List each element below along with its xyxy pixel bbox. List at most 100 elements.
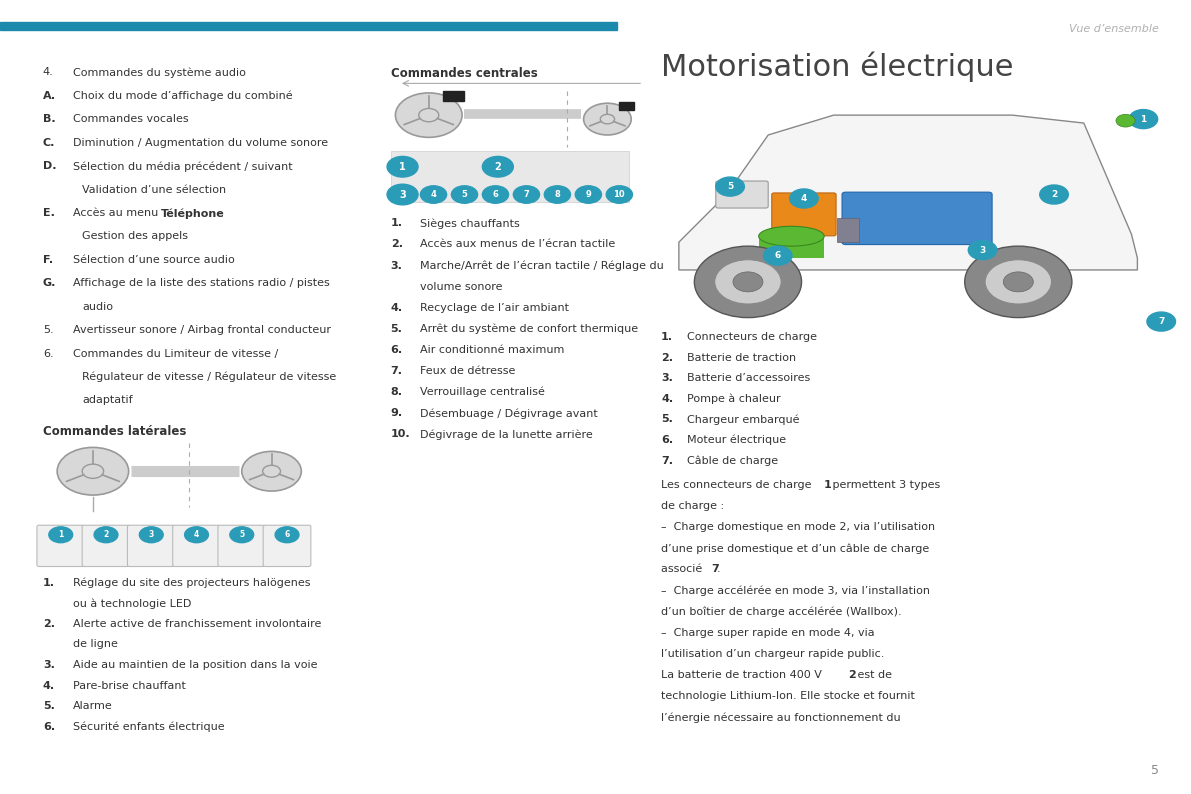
Text: Batterie de traction: Batterie de traction [687, 353, 797, 363]
Circle shape [715, 260, 781, 304]
Text: 6.: 6. [391, 345, 403, 355]
Text: technologie Lithium-Ion. Elle stocke et fournit: technologie Lithium-Ion. Elle stocke et … [661, 691, 915, 701]
Text: Téléphone: Téléphone [161, 208, 225, 218]
Text: volume sonore: volume sonore [420, 282, 503, 291]
Circle shape [584, 103, 631, 135]
Text: associé: associé [661, 565, 706, 575]
Text: Régulateur de vitesse / Régulateur de vitesse: Régulateur de vitesse / Régulateur de vi… [82, 372, 336, 383]
FancyBboxPatch shape [218, 525, 266, 566]
Circle shape [139, 526, 163, 542]
Text: –  Charge super rapide en mode 4, via: – Charge super rapide en mode 4, via [661, 628, 874, 638]
Text: 6.: 6. [43, 349, 54, 359]
Text: 5.: 5. [43, 325, 54, 335]
Text: 9.: 9. [391, 408, 403, 418]
Text: d’un boîtier de charge accélérée (Wallbox).: d’un boîtier de charge accélérée (Wallbo… [661, 607, 902, 617]
Text: 3: 3 [399, 190, 406, 199]
Bar [619, 102, 634, 110]
Text: Pare-brise chauffant: Pare-brise chauffant [73, 680, 186, 691]
Text: Marche/Arrêt de l’écran tactile / Réglage du: Marche/Arrêt de l’écran tactile / Réglag… [420, 260, 665, 271]
Text: 7.: 7. [391, 366, 403, 376]
Circle shape [732, 272, 763, 292]
Circle shape [575, 186, 601, 203]
Text: Commandes centrales: Commandes centrales [391, 67, 537, 80]
Text: 7: 7 [1158, 317, 1165, 326]
FancyBboxPatch shape [842, 192, 992, 245]
Text: Chargeur embarqué: Chargeur embarqué [687, 414, 799, 425]
Text: adaptatif: adaptatif [82, 395, 133, 406]
Text: 5.: 5. [661, 414, 673, 424]
Text: 8.: 8. [391, 387, 403, 397]
Text: 1: 1 [824, 480, 831, 490]
Text: Commandes du système audio: Commandes du système audio [73, 67, 245, 78]
Text: l’utilisation d’un chargeur rapide public.: l’utilisation d’un chargeur rapide publi… [661, 649, 885, 659]
Text: 6.: 6. [43, 722, 55, 732]
Text: Alarme: Alarme [73, 701, 112, 711]
Text: Validation d’une sélection: Validation d’une sélection [82, 184, 226, 195]
Text: 4.: 4. [43, 67, 54, 78]
Text: E.: E. [43, 208, 55, 218]
Circle shape [419, 109, 438, 121]
Circle shape [262, 465, 281, 477]
Text: Feux de détresse: Feux de détresse [420, 366, 516, 376]
Circle shape [420, 186, 447, 203]
Text: Dégivrage de la lunette arrière: Dégivrage de la lunette arrière [420, 429, 593, 440]
FancyBboxPatch shape [263, 525, 311, 566]
Text: 4: 4 [800, 194, 807, 203]
Text: 3: 3 [149, 530, 154, 539]
Circle shape [94, 526, 118, 542]
Text: 2.: 2. [391, 240, 403, 249]
FancyBboxPatch shape [127, 525, 175, 566]
FancyBboxPatch shape [173, 525, 220, 566]
Text: Avertisseur sonore / Airbag frontal conducteur: Avertisseur sonore / Airbag frontal cond… [73, 325, 331, 335]
Text: Sélection d’une source audio: Sélection d’une source audio [73, 255, 235, 265]
Bar [837, 218, 859, 242]
Text: 2.: 2. [661, 353, 673, 363]
Text: 8: 8 [555, 190, 560, 199]
Text: 6: 6 [285, 530, 289, 539]
Text: Les connecteurs de charge: Les connecteurs de charge [661, 480, 815, 490]
Text: Choix du mode d’affichage du combiné: Choix du mode d’affichage du combiné [73, 91, 292, 102]
Text: Sécurité enfants électrique: Sécurité enfants électrique [73, 722, 224, 732]
Text: 6: 6 [493, 190, 498, 199]
Text: 7: 7 [524, 190, 529, 199]
Text: 2: 2 [494, 162, 501, 172]
Bar [759, 234, 824, 258]
Text: 3.: 3. [661, 373, 673, 384]
Text: 5: 5 [462, 190, 467, 199]
Circle shape [482, 186, 509, 203]
Text: Batterie d’accessoires: Batterie d’accessoires [687, 373, 810, 384]
Ellipse shape [759, 226, 824, 246]
Text: d’une prise domestique et d’un câble de charge: d’une prise domestique et d’un câble de … [661, 543, 929, 554]
Text: Diminution / Augmentation du volume sonore: Diminution / Augmentation du volume sono… [73, 137, 328, 148]
FancyBboxPatch shape [716, 181, 768, 208]
Text: 4.: 4. [391, 303, 403, 313]
Text: 1.: 1. [661, 332, 673, 342]
Text: 5: 5 [727, 182, 734, 191]
Text: Pompe à chaleur: Pompe à chaleur [687, 394, 781, 404]
Circle shape [82, 464, 104, 478]
Text: A.: A. [43, 91, 56, 101]
Text: Câble de charge: Câble de charge [687, 456, 779, 466]
Circle shape [1129, 110, 1158, 129]
Text: La batterie de traction 400 V: La batterie de traction 400 V [661, 670, 825, 680]
Text: G.: G. [43, 278, 56, 288]
Bar [0, 22, 617, 30]
Text: Recyclage de l’air ambiant: Recyclage de l’air ambiant [420, 303, 569, 313]
Text: 6.: 6. [661, 435, 673, 445]
Text: 5: 5 [1151, 764, 1159, 777]
Text: Gestion des appels: Gestion des appels [82, 231, 188, 241]
Polygon shape [679, 115, 1137, 270]
Circle shape [513, 186, 540, 203]
FancyBboxPatch shape [82, 525, 130, 566]
Text: Sièges chauffants: Sièges chauffants [420, 218, 520, 229]
Text: Sélection du média précédent / suivant: Sélection du média précédent / suivant [73, 161, 292, 172]
Circle shape [230, 526, 254, 542]
Circle shape [482, 156, 513, 177]
Text: 7: 7 [711, 565, 719, 575]
Circle shape [544, 186, 570, 203]
Text: 5.: 5. [43, 701, 55, 711]
Text: Désembuage / Dégivrage avant: Désembuage / Dégivrage avant [420, 408, 598, 418]
Circle shape [57, 447, 129, 495]
Text: de ligne: de ligne [73, 639, 118, 649]
Text: 4.: 4. [661, 394, 673, 403]
